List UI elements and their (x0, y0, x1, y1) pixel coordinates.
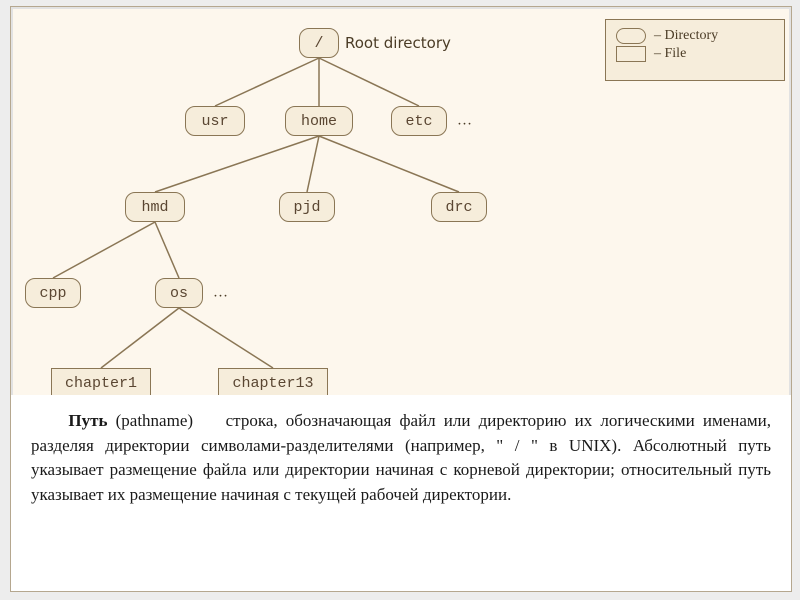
node-side-label-root: Root directory (345, 34, 451, 52)
legend-swatch-dir-icon (616, 28, 646, 44)
node-usr: usr (185, 106, 245, 136)
node-etc: etc (391, 106, 447, 136)
node-drc: drc (431, 192, 487, 222)
page-frame: / Root directory usr home etc … hmd pjd drc cpp os… (10, 6, 792, 592)
legend-label: – Directory (654, 28, 718, 44)
legend-box: – Directory – File (605, 19, 785, 81)
ellipsis-after-etc: … (457, 113, 472, 130)
legend-row-dir: – Directory (616, 28, 774, 44)
node-root: / (299, 28, 339, 58)
ellipsis-after-os: … (213, 285, 228, 302)
term-bold: Путь (68, 411, 107, 430)
node-ch13: chapter13 (218, 368, 328, 398)
legend-label: – File (654, 46, 686, 62)
node-cpp: cpp (25, 278, 81, 308)
definition-paragraph: Путь (pathname) строка, обозначающая фай… (11, 395, 791, 591)
node-os: os (155, 278, 203, 308)
node-pjd: pjd (279, 192, 335, 222)
term-paren: (pathname) (116, 411, 193, 430)
node-ch1: chapter1 (51, 368, 151, 398)
node-home: home (285, 106, 353, 136)
node-hmd: hmd (125, 192, 185, 222)
legend-swatch-file-icon (616, 46, 646, 62)
legend-row-file: – File (616, 46, 774, 62)
